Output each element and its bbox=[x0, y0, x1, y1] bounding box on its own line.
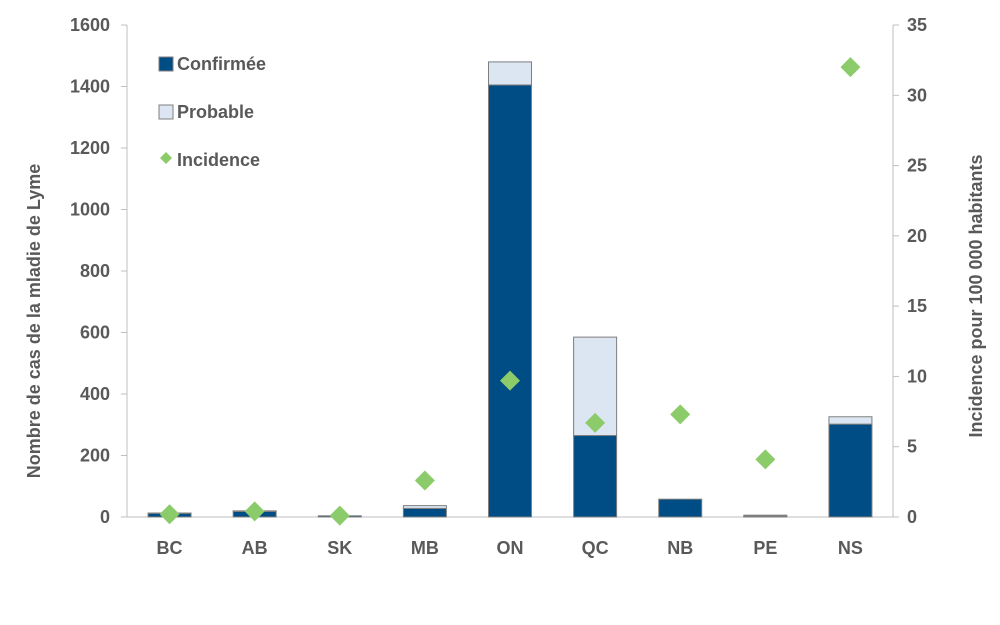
y-tick-label-left-1: 200 bbox=[80, 446, 110, 466]
y-tick-label-right-7: 35 bbox=[907, 15, 927, 35]
x-tick-label-ab: AB bbox=[242, 538, 268, 558]
y-tick-label-right-4: 20 bbox=[907, 226, 927, 246]
marker-incidence-bc bbox=[159, 504, 180, 525]
y-axis-left-title: Nombre de cas de la mladie de Lyme bbox=[24, 164, 44, 478]
x-tick-label-pe: PE bbox=[753, 538, 777, 558]
y-tick-label-right-1: 5 bbox=[907, 437, 917, 457]
x-tick-label-mb: MB bbox=[411, 538, 439, 558]
y-tick-label-right-5: 25 bbox=[907, 156, 927, 176]
y-tick-label-left-6: 1200 bbox=[70, 138, 110, 158]
x-tick-label-on: ON bbox=[497, 538, 524, 558]
y-tick-label-left-8: 1600 bbox=[70, 15, 110, 35]
x-tick-label-qc: QC bbox=[582, 538, 609, 558]
y-tick-label-right-6: 30 bbox=[907, 85, 927, 105]
marker-incidence-pe bbox=[755, 449, 776, 470]
y-tick-label-right-0: 0 bbox=[907, 507, 917, 527]
y-tick-label-left-5: 1000 bbox=[70, 200, 110, 220]
bar-confirmee-on bbox=[488, 84, 532, 518]
legend-item-incidence: Incidence bbox=[160, 150, 260, 170]
legend: Confirmée Probable Incidence bbox=[158, 54, 266, 170]
bar-probable-mb bbox=[402, 505, 447, 509]
y-tick-label-left-0: 0 bbox=[100, 507, 110, 527]
chart-bars bbox=[147, 61, 873, 518]
x-tick-label-nb: NB bbox=[667, 538, 693, 558]
legend-swatch-confirmee bbox=[158, 56, 174, 72]
y-tick-label-right-2: 10 bbox=[907, 366, 927, 386]
y-tick-label-left-3: 600 bbox=[80, 323, 110, 343]
y-tick-label-left-2: 400 bbox=[80, 384, 110, 404]
chart-ticks: 0 200 400 600 800 1000 1200 1400 1600 0 5 10 15 20 25 3… bbox=[70, 15, 927, 558]
bar-probable-ns bbox=[828, 416, 873, 425]
bar-probable-on bbox=[488, 61, 532, 86]
bar-confirmee-mb bbox=[402, 507, 447, 518]
bar-probable-pe bbox=[743, 514, 788, 517]
legend-swatch-incidence bbox=[160, 152, 172, 164]
bar-confirmee-qc bbox=[573, 435, 618, 518]
marker-incidence-nb bbox=[670, 404, 691, 425]
bar-confirmee-nb bbox=[658, 498, 703, 518]
legend-label-confirmee: Confirmée bbox=[177, 54, 266, 74]
x-tick-label-bc: BC bbox=[157, 538, 183, 558]
y-tick-label-right-3: 15 bbox=[907, 296, 927, 316]
x-tick-label-ns: NS bbox=[838, 538, 863, 558]
bar-confirmee-ns bbox=[828, 423, 873, 518]
marker-incidence-ab bbox=[244, 501, 265, 522]
x-tick-label-sk: SK bbox=[327, 538, 352, 558]
y-tick-label-left-7: 1400 bbox=[70, 77, 110, 97]
marker-incidence-ns bbox=[840, 57, 861, 78]
legend-item-confirmee: Confirmée bbox=[158, 54, 266, 74]
y-tick-label-left-4: 800 bbox=[80, 261, 110, 281]
legend-swatch-probable bbox=[158, 104, 174, 120]
marker-incidence-sk bbox=[329, 505, 350, 526]
legend-label-probable: Probable bbox=[177, 102, 254, 122]
marker-incidence-on bbox=[500, 370, 520, 391]
marker-incidence-qc bbox=[585, 412, 606, 433]
legend-label-incidence: Incidence bbox=[177, 150, 260, 170]
legend-item-probable: Probable bbox=[158, 102, 254, 122]
y-axis-right-title: Incidence pour 100 000 habitants bbox=[966, 154, 986, 437]
chart-markers bbox=[159, 57, 861, 526]
marker-incidence-mb bbox=[414, 470, 435, 491]
